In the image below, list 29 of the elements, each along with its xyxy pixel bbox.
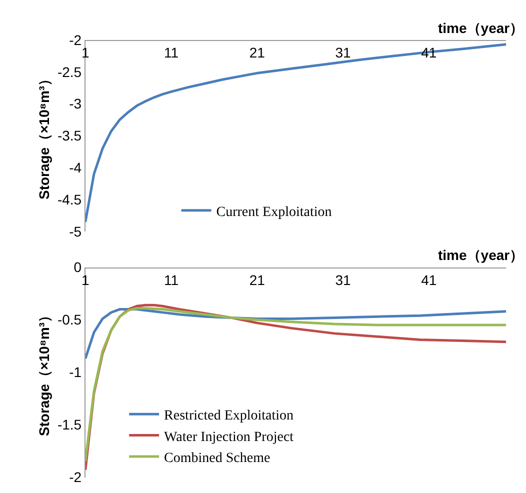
x-tick-label: 41 — [421, 272, 437, 288]
x-tick-label: 11 — [164, 44, 179, 61]
y-tick-label: 0 — [74, 259, 82, 276]
x-tick-label: 21 — [249, 44, 266, 61]
y-tick-label: -2 — [69, 32, 82, 48]
y-tick-label: -2.5 — [57, 64, 82, 80]
y-tick-label: -3 — [69, 96, 82, 112]
legend-label: Combined Scheme — [164, 450, 270, 466]
x-tick-label: 21 — [249, 272, 266, 288]
legend-label: Current Exploitation — [216, 204, 332, 220]
y-tick-label: -4 — [69, 160, 82, 176]
y-axis-title: Storage（×10⁸m³） — [36, 72, 52, 200]
x-tick-label: 31 — [335, 272, 351, 288]
y-tick-label: -3.5 — [57, 128, 82, 144]
x-axis-title: time（year） — [438, 247, 524, 263]
y-tick-label: -2 — [69, 469, 82, 486]
legend-label: Water Injection Project — [164, 430, 294, 445]
x-tick-label: 31 — [335, 44, 351, 61]
x-axis-title: time（year） — [438, 20, 524, 36]
y-axis-title: Storage（×10⁸m³） — [36, 308, 52, 436]
y-tick-label: -1.5 — [57, 416, 82, 433]
y-tick-label: -5 — [69, 223, 82, 240]
y-tick-label: -0.5 — [57, 312, 82, 328]
x-tick-label: 1 — [81, 272, 90, 288]
legend-label: Restricted Exploitation — [164, 408, 294, 424]
x-tick-label: 11 — [164, 272, 179, 288]
x-tick-label: 1 — [81, 44, 90, 61]
y-tick-label: -1 — [69, 364, 82, 380]
y-tick-label: -4.5 — [57, 191, 82, 208]
